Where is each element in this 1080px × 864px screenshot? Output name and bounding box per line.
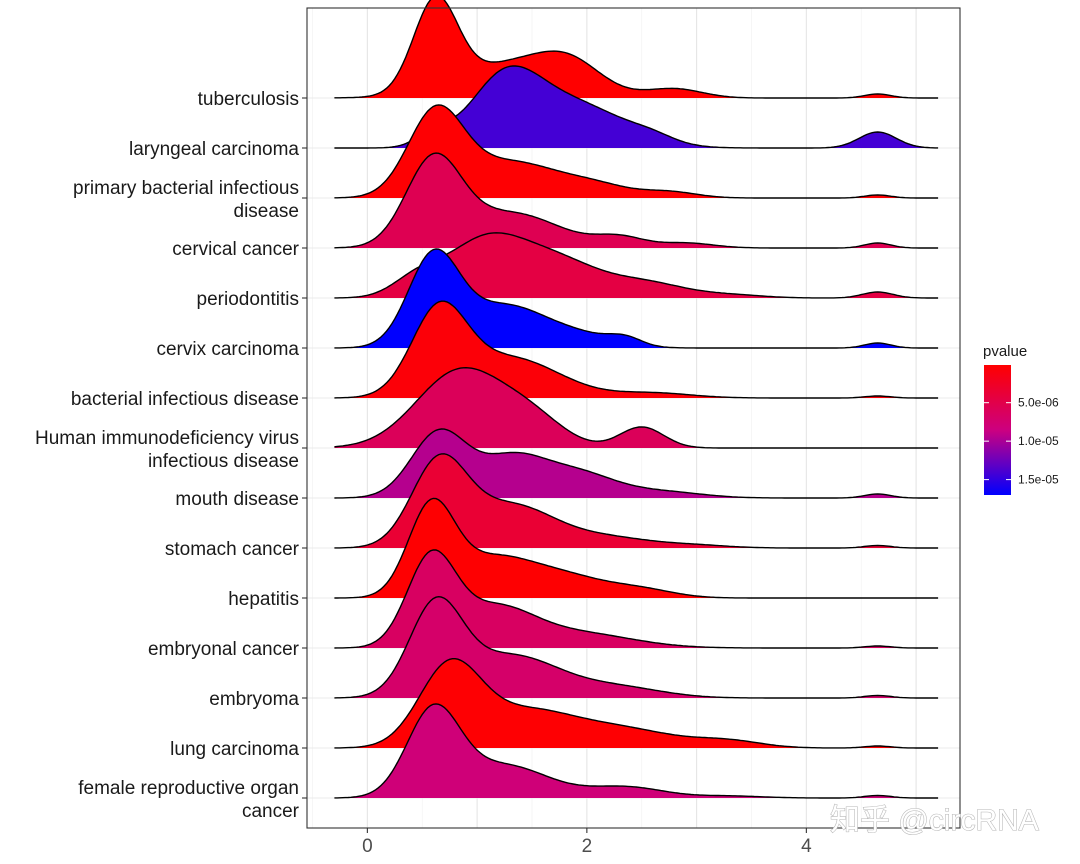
ridge-outline: [334, 248, 939, 349]
ridge-fill: [334, 703, 939, 798]
ridge-outline: [334, 104, 939, 199]
ridge-fill: [334, 453, 939, 548]
ridge-fill: [334, 0, 939, 98]
legend-colorbar: [984, 365, 1011, 495]
category-label: cervix carcinoma: [156, 339, 299, 360]
ridge-fill: [334, 429, 939, 498]
ridge-fill: [334, 104, 939, 198]
x-tick-label: 0: [362, 836, 373, 857]
panel-border: [306, 7, 961, 829]
x-tick-label: 4: [801, 836, 812, 857]
ridge-fill: [334, 596, 939, 698]
ridges: [334, 0, 939, 799]
ridge-fill: [334, 249, 939, 348]
x-axis: 0 2 4: [362, 828, 812, 857]
category-label: hepatitis: [228, 589, 299, 610]
category-label: embryoma: [209, 689, 299, 710]
category-label: Human immunodeficiency virus infectious d…: [35, 428, 299, 472]
ridge-outline: [334, 152, 939, 249]
ridge-fill: [334, 232, 939, 298]
ridge-fill: [334, 549, 939, 648]
ridge-outline: [334, 366, 939, 449]
legend-tick-label: 1.5e-05: [1018, 473, 1059, 487]
ridge-outline: [334, 0, 939, 99]
legend-tick-label: 5.0e-06: [1018, 396, 1059, 410]
category-label: tuberculosis: [198, 89, 299, 110]
category-label: mouth disease: [175, 489, 299, 510]
ridge-outline: [334, 453, 939, 549]
legend-tick-label: 1.0e-05: [1018, 434, 1059, 448]
legend-ticks: 5.0e-06 1.0e-05 1.5e-05: [984, 396, 1059, 487]
ridge-fill: [334, 153, 939, 248]
watermark: 知乎 @circRNA: [830, 804, 1039, 837]
ridge-fill: [334, 367, 939, 448]
ridge-outline: [334, 497, 939, 599]
category-label: primary bacterial infectious disease: [73, 178, 299, 222]
category-label: embryonal cancer: [148, 639, 300, 660]
category-label: stomach cancer: [165, 539, 300, 560]
category-label: cervical cancer: [172, 239, 299, 260]
legend-title: pvalue: [983, 343, 1027, 360]
ridge-outline: [334, 703, 939, 799]
category-label: lung carcinoma: [170, 739, 299, 760]
legend: pvalue 5.0e-06 1.0e-05 1.5e-05: [983, 343, 1059, 495]
ridge-outline: [334, 300, 939, 399]
category-label: female reproductive organ cancer: [78, 778, 299, 822]
ridge-fill: [334, 66, 939, 148]
ridge-fill: [334, 498, 939, 598]
x-tick-label: 2: [582, 836, 593, 857]
ridge-outline: [334, 658, 939, 749]
category-label: periodontitis: [197, 289, 299, 310]
category-label: bacterial infectious disease: [71, 389, 299, 410]
ridge-outline: [334, 595, 939, 699]
ridge-outline: [334, 428, 939, 499]
category-label: laryngeal carcinoma: [129, 139, 299, 160]
category-labels: tuberculosis laryngeal carcinoma primary b…: [35, 89, 307, 822]
ridge-fill: [334, 658, 939, 748]
ridge-outline: [334, 549, 939, 649]
